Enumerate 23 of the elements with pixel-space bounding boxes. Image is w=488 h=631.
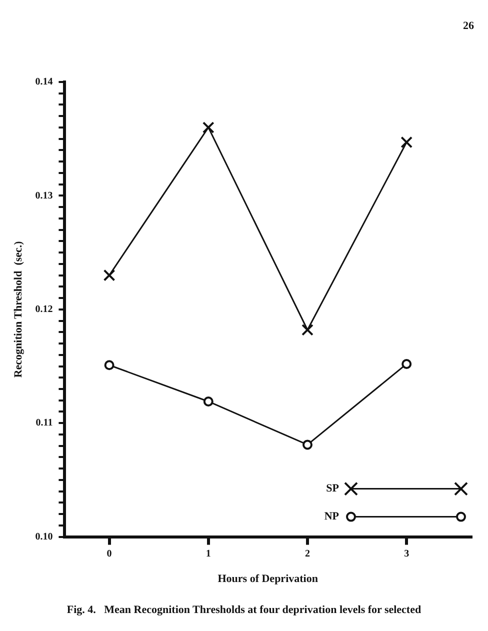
point [302, 324, 314, 336]
x-tick-label: 0 [106, 548, 112, 560]
point [104, 360, 114, 370]
legend-label: SP [326, 482, 340, 495]
y-tick-label: 0.10 [35, 531, 53, 542]
x-tick-label: 1 [206, 548, 211, 560]
y-axis-title: Recognition Threshold (sec.) [12, 240, 24, 378]
point [103, 269, 116, 282]
point [302, 440, 312, 450]
x-tick-label: 3 [404, 548, 410, 560]
point [203, 396, 214, 406]
y-tick-label: 0.11 [36, 418, 53, 429]
x-tick-label: 2 [304, 548, 310, 560]
caption: Fig. 4. Mean Recognition Thresholds at four deprivation levels for selected [66, 604, 422, 616]
text: 26 [462, 19, 475, 34]
x-axis-title: Hours of Deprivation [218, 573, 318, 586]
point [400, 136, 413, 148]
y-tick-label: 0.13 [35, 190, 53, 202]
y-tick-label: 0.14 [35, 76, 53, 88]
legend-label: NP [324, 510, 340, 523]
y-tick-label: 0.12 [35, 304, 53, 315]
point [202, 122, 214, 134]
point [402, 358, 412, 369]
